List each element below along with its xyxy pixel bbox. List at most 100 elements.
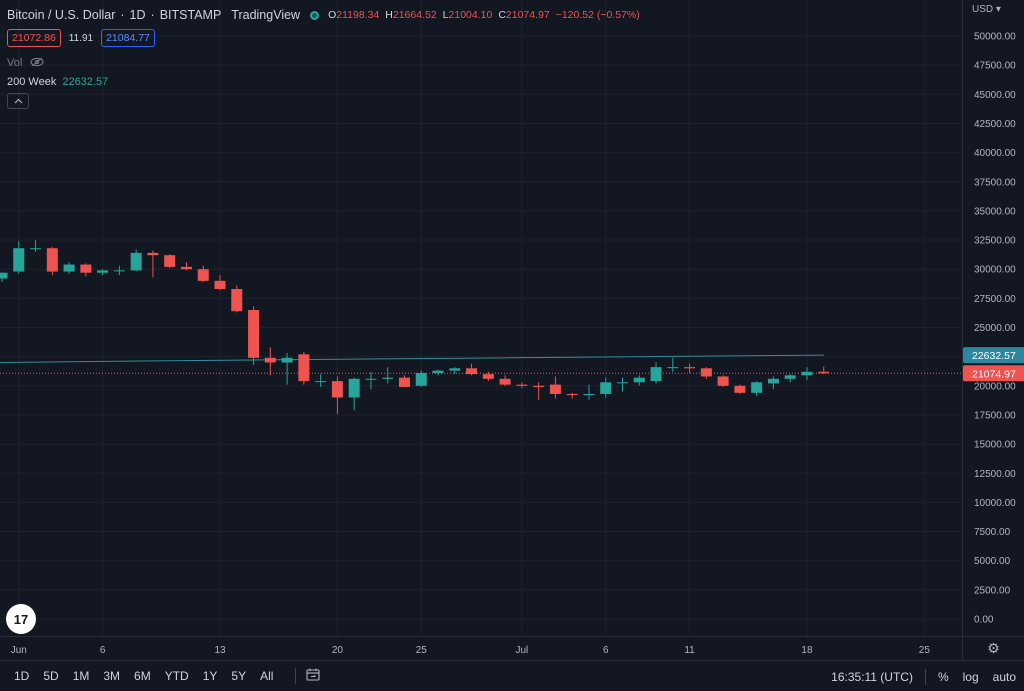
- ohlc-change: −120.52 (−0.57%): [555, 9, 640, 21]
- candle-body: [432, 370, 444, 373]
- candle-body: [549, 384, 561, 394]
- candle-body: [63, 264, 75, 272]
- range-button-1m[interactable]: 1M: [72, 669, 90, 683]
- time-tick-label: 25: [919, 645, 931, 656]
- chart-plot-area[interactable]: [0, 0, 962, 636]
- ohlc-open: O21198.34: [328, 9, 380, 21]
- candle: [164, 254, 176, 269]
- range-button-5y[interactable]: 5Y: [231, 669, 247, 683]
- currency-select[interactable]: USD ▾: [972, 4, 1001, 15]
- candle-body: [633, 377, 645, 383]
- candle-body: [46, 248, 58, 272]
- log-scale-button[interactable]: log: [962, 669, 979, 684]
- price-tick-label: 17500.00: [974, 410, 1016, 421]
- candle: [734, 384, 746, 394]
- price-tick-label: 12500.00: [974, 469, 1016, 480]
- eye-hidden-icon[interactable]: [30, 56, 44, 70]
- interval-label[interactable]: 1D: [129, 8, 146, 22]
- percent-scale-button[interactable]: %: [937, 669, 949, 684]
- range-button-1d[interactable]: 1D: [14, 669, 30, 683]
- utc-clock[interactable]: 16:35:11 (UTC): [831, 669, 913, 684]
- candle-body: [331, 381, 343, 398]
- range-button-6m[interactable]: 6M: [134, 669, 151, 683]
- ma-indicator-row: 200 Week 22632.57: [7, 73, 640, 91]
- candle-body: [13, 248, 25, 272]
- candle-body: [214, 280, 226, 290]
- collapse-legend-button[interactable]: [7, 93, 29, 109]
- toolbar-divider: [924, 668, 926, 685]
- candle: [784, 374, 796, 383]
- candle: [63, 262, 75, 274]
- volume-label[interactable]: Vol: [7, 57, 23, 69]
- candle: [600, 377, 612, 398]
- price-tick-label: 27500.00: [974, 294, 1016, 305]
- candle-body: [0, 272, 8, 279]
- chart-settings-button[interactable]: ⚙: [962, 636, 1024, 660]
- price-tick-label: 42500.00: [974, 119, 1016, 130]
- candle: [382, 367, 394, 384]
- market-status-icon[interactable]: [310, 10, 320, 20]
- candlestick-chart[interactable]: [0, 0, 962, 636]
- symbol-name[interactable]: Bitcoin / U.S. Dollar: [7, 8, 116, 22]
- calendar-range-icon[interactable]: [306, 668, 320, 684]
- candle-body: [616, 382, 628, 384]
- sell-button[interactable]: 21072.86: [7, 29, 61, 47]
- range-button-1y[interactable]: 1Y: [202, 669, 218, 683]
- time-tick-label: Jul: [515, 645, 528, 656]
- tradingview-logo[interactable]: 17: [6, 604, 36, 634]
- time-tick-label: 11: [684, 645, 695, 656]
- price-axis-svg: 0.00 2500.00 5000.00 7500.00 10000.00 12500.0…: [963, 32, 1024, 626]
- range-button-3m[interactable]: 3M: [103, 669, 121, 683]
- time-tick-label: 13: [214, 645, 226, 656]
- price-tick-label: 0.00: [974, 615, 994, 626]
- candle-body: [398, 377, 410, 387]
- candle: [331, 376, 343, 414]
- auto-scale-button[interactable]: auto: [992, 669, 1016, 684]
- candle: [348, 377, 360, 411]
- volume-row: Vol: [7, 54, 640, 72]
- candle-body: [767, 378, 779, 384]
- candle: [818, 366, 830, 375]
- candle-body: [180, 266, 192, 270]
- candle: [281, 353, 293, 385]
- candle-body: [130, 252, 142, 271]
- range-button-5d[interactable]: 5D: [43, 669, 59, 683]
- candle: [684, 363, 696, 373]
- range-button-all[interactable]: All: [260, 669, 274, 683]
- price-tick-label: 30000.00: [974, 265, 1016, 276]
- ma-price-tag-bg: [963, 347, 1024, 364]
- gear-icon: ⚙: [987, 640, 1000, 656]
- price-tick-label: 35000.00: [974, 206, 1016, 217]
- toolbar-divider: [295, 668, 297, 684]
- price-tick-label: 47500.00: [974, 61, 1016, 72]
- candle: [499, 375, 511, 386]
- buy-button[interactable]: 21084.77: [101, 29, 155, 47]
- candle-body: [97, 270, 109, 273]
- candle: [482, 371, 494, 382]
- price-tick-label: 15000.00: [974, 440, 1016, 451]
- time-axis-svg: Jun 6 13 20 25 Jul 6 11 18 25: [11, 645, 931, 656]
- ma-indicator-name[interactable]: 200 Week: [7, 76, 57, 88]
- candle: [97, 269, 109, 276]
- candle: [13, 241, 25, 274]
- price-tick-label: 10000.00: [974, 498, 1016, 509]
- time-tick-label: 6: [100, 645, 106, 656]
- candle: [583, 384, 595, 400]
- candle-body: [365, 378, 377, 380]
- time-axis[interactable]: Jun 6 13 20 25 Jul 6 11 18 25: [0, 636, 962, 660]
- candle-body: [818, 371, 830, 374]
- candle: [298, 351, 310, 385]
- price-tick-label: 50000.00: [974, 32, 1016, 43]
- candle: [751, 381, 763, 397]
- candle-body: [315, 381, 327, 383]
- spread-value: 11.91: [68, 32, 94, 44]
- price-tick-label: 5000.00: [974, 556, 1011, 567]
- candle: [315, 374, 327, 387]
- price-axis[interactable]: 0.00 2500.00 5000.00 7500.00 10000.00 12500.0…: [962, 0, 1024, 636]
- range-button-ytd[interactable]: YTD: [164, 669, 189, 683]
- ohlc-low: L21004.10: [442, 9, 493, 21]
- price-tick-label: 7500.00: [974, 527, 1011, 538]
- candle-body: [147, 252, 159, 256]
- candle: [516, 382, 528, 389]
- candle-body: [583, 393, 595, 396]
